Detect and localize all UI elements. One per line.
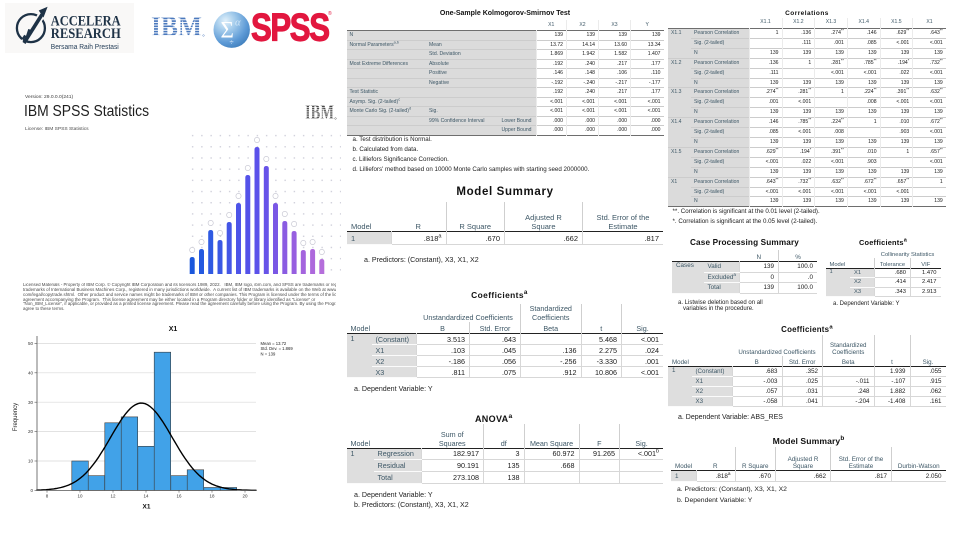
svg-text:Frequency: Frequency <box>13 403 19 431</box>
svg-text:12: 12 <box>110 494 116 499</box>
svg-text:40: 40 <box>28 370 34 375</box>
svg-text:÷: ÷ <box>229 37 233 46</box>
svg-text:10: 10 <box>28 459 34 464</box>
svg-text:14: 14 <box>143 494 149 499</box>
svg-text:Bersama Raih Prestasi: Bersama Raih Prestasi <box>51 44 119 51</box>
svg-text:20: 20 <box>28 429 34 434</box>
svg-text:IBM: IBM <box>305 104 334 123</box>
svg-text:0: 0 <box>30 488 33 493</box>
svg-text:30: 30 <box>28 400 34 405</box>
svg-text:α: α <box>235 17 241 28</box>
svg-text:ACCELERA: ACCELERA <box>51 14 121 30</box>
svg-text:8: 8 <box>46 494 49 499</box>
svg-text:RESEARCH: RESEARCH <box>51 26 122 42</box>
svg-text:18: 18 <box>209 494 215 499</box>
svg-text:16: 16 <box>176 494 182 499</box>
svg-text:10: 10 <box>77 494 83 499</box>
svg-text:IBM: IBM <box>151 15 202 40</box>
svg-text:50: 50 <box>28 341 34 346</box>
svg-text:Mean = 13.72: Mean = 13.72 <box>261 341 287 346</box>
svg-text:X1: X1 <box>169 326 178 333</box>
svg-text:N = 139: N = 139 <box>261 351 276 356</box>
svg-text:Std. Dev. = 1.869: Std. Dev. = 1.869 <box>261 346 294 351</box>
svg-text:X1: X1 <box>143 504 151 511</box>
svg-text:20: 20 <box>242 494 248 499</box>
svg-text:Σ: Σ <box>220 17 233 42</box>
